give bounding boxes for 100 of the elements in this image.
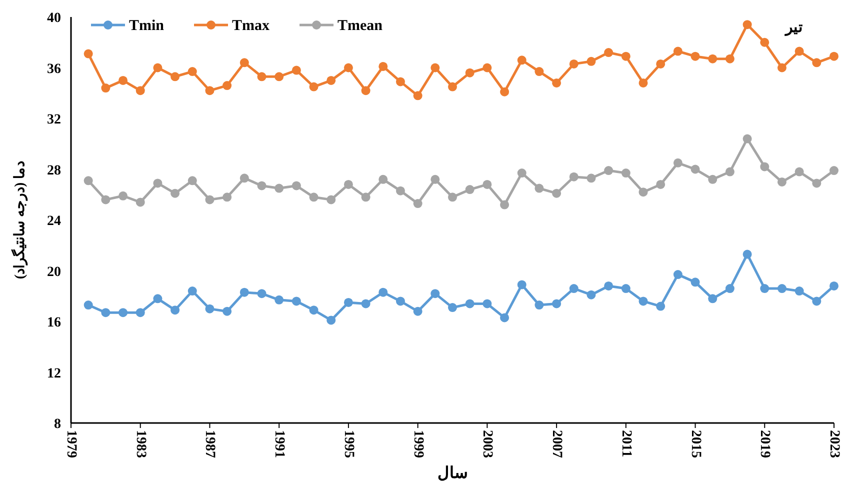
point [448, 303, 457, 312]
point [413, 199, 422, 208]
point [673, 46, 682, 56]
point [725, 54, 734, 64]
point [396, 186, 405, 196]
point [101, 195, 110, 204]
point [552, 188, 562, 198]
point [205, 304, 214, 314]
point [690, 52, 700, 61]
point [794, 167, 804, 176]
point [794, 286, 804, 296]
y-tick-label: 16 [47, 316, 61, 330]
point [534, 300, 544, 310]
point [430, 63, 440, 72]
point [188, 286, 197, 296]
point [794, 46, 804, 56]
point [517, 280, 526, 290]
point [240, 288, 249, 297]
point [101, 308, 110, 318]
point [413, 306, 422, 316]
point [309, 82, 318, 92]
y-tick-label: 40 [47, 11, 61, 26]
y-tick-label: 12 [47, 366, 61, 382]
point [812, 178, 822, 188]
y-tick-label: 8 [54, 417, 61, 432]
point [413, 91, 422, 100]
x-axis-title: سال [438, 465, 468, 482]
point [465, 299, 474, 308]
point [638, 296, 648, 306]
chart-title: تیر [784, 20, 802, 36]
point [240, 174, 249, 183]
point [656, 180, 666, 189]
point [257, 289, 266, 298]
point [205, 86, 214, 96]
legend-label: Tmean [338, 18, 384, 34]
point [777, 63, 786, 72]
point [604, 48, 614, 58]
point [274, 72, 284, 82]
x-tick-label: 1991 [272, 430, 287, 458]
x-tick-label: 2015 [688, 430, 703, 458]
point [257, 72, 266, 82]
point [830, 281, 838, 290]
point [222, 192, 232, 202]
point [84, 49, 93, 58]
point [621, 284, 630, 294]
point [326, 316, 336, 325]
point [344, 63, 353, 72]
point [742, 20, 752, 30]
legend-label: Tmax [232, 18, 270, 34]
point [777, 284, 786, 294]
point [361, 192, 370, 202]
point [205, 195, 214, 204]
point [656, 59, 666, 68]
point [136, 308, 145, 318]
x-tick-label: 1995 [340, 430, 356, 458]
point [326, 76, 336, 85]
x-tick-label: 1979 [64, 430, 78, 458]
point [292, 296, 301, 306]
point [101, 84, 110, 93]
point [326, 195, 336, 204]
point [309, 192, 318, 202]
point [534, 184, 544, 193]
y-tick-label: 28 [47, 163, 61, 178]
point [153, 178, 162, 188]
point [378, 174, 388, 184]
point [708, 54, 718, 64]
point [812, 58, 822, 68]
point [777, 177, 786, 186]
point [569, 59, 578, 68]
point [742, 134, 752, 144]
point [638, 78, 648, 88]
point [84, 300, 93, 310]
x-tick-label: 2007 [549, 430, 564, 458]
x-tick-label: 2023 [826, 430, 842, 458]
point [604, 281, 614, 290]
point [482, 180, 492, 189]
point [621, 168, 630, 178]
point [378, 62, 388, 71]
point [274, 295, 284, 304]
point [534, 67, 544, 76]
legend-label: Tmin [129, 18, 165, 34]
point [222, 81, 232, 90]
point [552, 78, 562, 88]
point [396, 77, 405, 86]
point [708, 294, 718, 304]
point [830, 52, 838, 61]
point [465, 68, 474, 78]
point [448, 192, 457, 202]
point [136, 86, 145, 96]
point [309, 306, 318, 315]
point [84, 176, 93, 186]
point [621, 52, 630, 61]
point [586, 56, 596, 66]
x-tick-label: 1999 [410, 430, 426, 458]
point [292, 66, 301, 75]
point [118, 191, 128, 200]
point [569, 172, 578, 182]
point [760, 162, 770, 172]
point [430, 289, 440, 298]
point [690, 278, 700, 287]
